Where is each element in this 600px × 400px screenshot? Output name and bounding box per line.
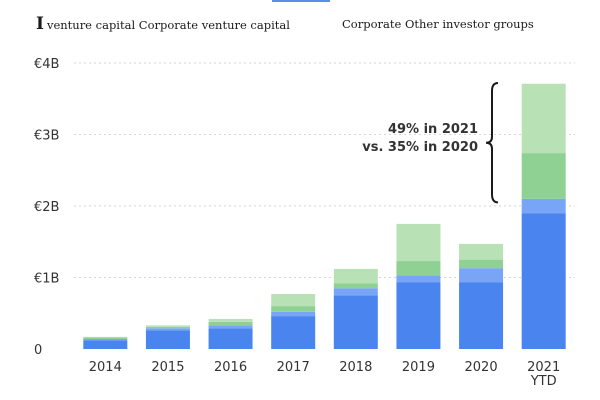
bar-segment-vc_light — [521, 198, 566, 214]
legend-label-corporate-other: Corporate Other investor groups — [342, 17, 534, 31]
bar-segment-vc_dark — [271, 316, 316, 349]
bars — [83, 83, 566, 349]
bar-segment-corp_dark — [145, 326, 190, 329]
bar-segment-corp_light — [459, 243, 504, 260]
bar-segment-vc_light — [459, 268, 504, 283]
bar-segment-corp_dark — [333, 283, 378, 289]
x-tick-label: 2017 — [277, 360, 310, 375]
y-tick-label: €1B — [34, 272, 59, 287]
annotation-bracket — [485, 82, 499, 204]
bar-segment-vc_dark — [333, 295, 378, 349]
bar-segment-vc_dark — [208, 328, 253, 349]
bar-segment-vc_light — [83, 338, 128, 341]
y-tick-label: €4B — [34, 57, 59, 72]
bar-segment-vc_light — [208, 325, 253, 329]
bar-segment-vc_dark — [145, 330, 190, 349]
x-tick-label: YTD — [530, 374, 557, 389]
x-tick-label: 2018 — [339, 360, 372, 375]
bar-segment-corp_dark — [271, 306, 316, 312]
header-accent-line — [272, 0, 330, 2]
legend-lead-glyph: I — [36, 14, 44, 34]
bar-segment-corp_dark — [208, 321, 253, 326]
bar-segment-corp_light — [521, 83, 566, 154]
bar-segment-corp_light — [83, 336, 128, 338]
x-tick-label: 2020 — [465, 360, 498, 375]
annotation-line-2: vs. 35% in 2020 — [362, 140, 478, 155]
bar-segment-vc_light — [271, 311, 316, 317]
annotation-line-1: 49% in 2021 — [388, 122, 478, 137]
bar-segment-corp_dark — [396, 261, 441, 276]
bar-segment-corp_dark — [459, 259, 504, 269]
x-tick-label: 2014 — [89, 360, 122, 375]
bar-segment-corp_light — [271, 293, 316, 307]
bar-segment-vc_dark — [83, 340, 128, 349]
bar-segment-vc_dark — [521, 213, 566, 349]
bar-segment-corp_dark — [83, 337, 128, 339]
bar-segment-corp_light — [333, 268, 378, 284]
bar-segment-corp_light — [145, 325, 190, 327]
bar-segment-vc_dark — [459, 282, 504, 349]
bar-segment-corp_light — [396, 223, 441, 262]
x-tick-label: 2019 — [402, 360, 435, 375]
bar-segment-vc_dark — [396, 282, 441, 349]
x-tick-label: 2016 — [214, 360, 247, 375]
bar-segment-corp_light — [208, 318, 253, 322]
bar-segment-vc_light — [333, 288, 378, 296]
y-tick-label: €2B — [34, 200, 59, 215]
bar-segment-vc_light — [145, 328, 190, 331]
annotation: 49% in 2021 vs. 35% in 2020 — [362, 82, 499, 204]
bar-segment-vc_light — [396, 275, 441, 283]
y-tick-label: 0 — [34, 343, 42, 358]
y-axis-tick-labels: 0 €1B €2B €3B €4B — [34, 57, 59, 358]
x-tick-label: 2015 — [151, 360, 184, 375]
legend-label-vc-groups: venture capital Corporate venture capita… — [46, 18, 290, 32]
bar-segment-corp_dark — [521, 153, 566, 199]
y-tick-label: €3B — [34, 129, 59, 144]
x-tick-label: 2021 — [527, 360, 560, 375]
gridlines — [74, 62, 575, 278]
